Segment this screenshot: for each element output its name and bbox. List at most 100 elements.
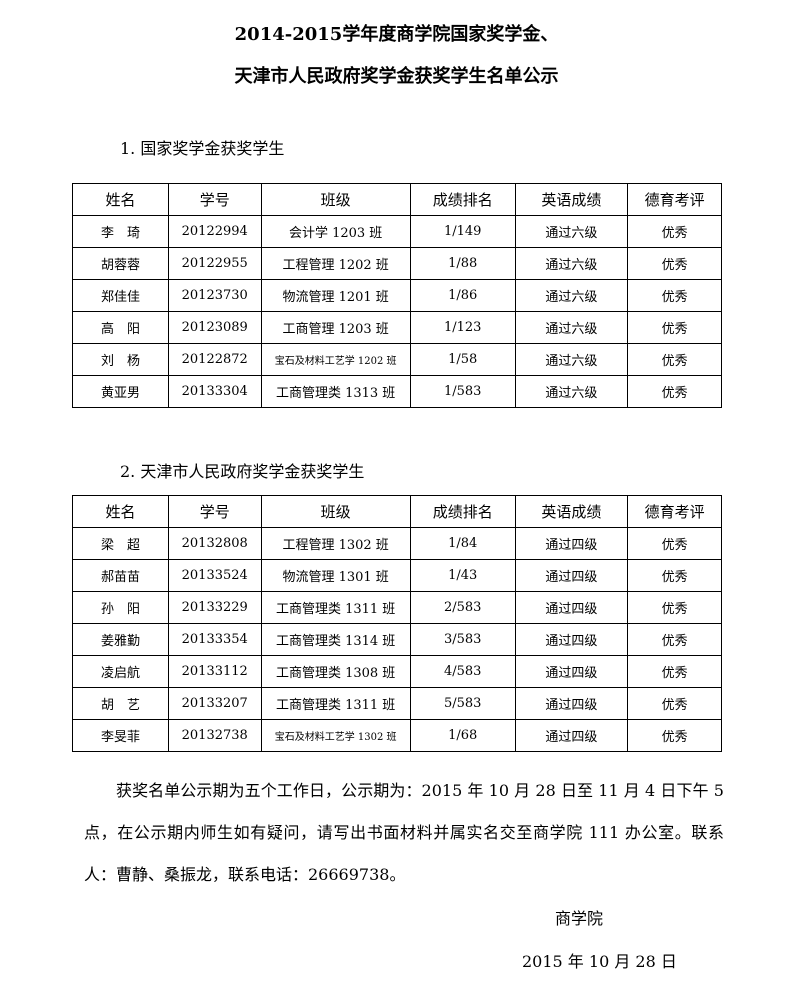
table-cell: 20122994 — [167, 215, 262, 248]
column-header: 班级 — [260, 495, 411, 528]
tianjin-scholarship-table: 姓名 学号 班级 成绩排名 英语成绩 德育考评梁 超 20132808 工程管理 1302 班… — [72, 495, 722, 752]
column-header: 德育考评 — [627, 495, 722, 528]
table-cell: 20132738 — [167, 719, 262, 752]
table-row: 李旻菲 20132738 宝石及材料工艺学 1302 班 1/68 通过四级 优秀 — [72, 719, 722, 752]
table-cell: 工商管理类 1308 班 — [260, 655, 411, 688]
table-cell: 1/583 — [409, 375, 516, 408]
table-cell: 郝苗苗 — [72, 559, 169, 592]
column-header: 英语成绩 — [514, 495, 629, 528]
column-header: 姓名 — [72, 495, 169, 528]
table-cell: 1/86 — [409, 279, 516, 312]
table-cell: 1/123 — [409, 311, 516, 344]
table-cell: 宝石及材料工艺学 1302 班 — [260, 719, 411, 752]
table-cell: 工商管理类 1311 班 — [260, 591, 411, 624]
table-cell: 通过四级 — [514, 559, 629, 592]
table-row: 郝苗苗 20133524 物流管理 1301 班 1/43 通过四级 优秀 — [72, 559, 722, 592]
column-header: 成绩排名 — [409, 183, 516, 216]
table-cell: 20133524 — [167, 559, 262, 592]
table-cell: 1/68 — [409, 719, 516, 752]
table-cell: 20133229 — [167, 591, 262, 624]
table-cell: 黄亚男 — [72, 375, 169, 408]
table-cell: 通过四级 — [514, 655, 629, 688]
table-cell: 优秀 — [627, 215, 722, 248]
table-cell: 通过四级 — [514, 623, 629, 656]
table-cell: 凌启航 — [72, 655, 169, 688]
header-row: 姓名 学号 班级 成绩排名 英语成绩 德育考评 — [72, 495, 722, 528]
table-cell: 通过六级 — [514, 311, 629, 344]
section2-heading: 2. 天津市人民政府奖学金获奖学生 — [120, 462, 365, 481]
table-cell: 20133304 — [167, 375, 262, 408]
table-cell: 1/84 — [409, 527, 516, 560]
table-row: 郑佳佳 20123730 物流管理 1201 班 1/86 通过六级 优秀 — [72, 279, 722, 312]
section1-heading: 1. 国家奖学金获奖学生 — [120, 139, 285, 158]
table-cell: 优秀 — [627, 279, 722, 312]
table-cell: 优秀 — [627, 375, 722, 408]
table-cell: 梁 超 — [72, 527, 169, 560]
table-cell: 郑佳佳 — [72, 279, 169, 312]
table-cell: 优秀 — [627, 527, 722, 560]
table-cell: 通过四级 — [514, 687, 629, 720]
table-cell: 通过六级 — [514, 279, 629, 312]
table-cell: 胡 艺 — [72, 687, 169, 720]
table-row: 凌启航 20133112 工商管理类 1308 班 4/583 通过四级 优秀 — [72, 655, 722, 688]
table-cell: 工商管理类 1313 班 — [260, 375, 411, 408]
table-cell: 20133112 — [167, 655, 262, 688]
column-header: 成绩排名 — [409, 495, 516, 528]
table-row: 梁 超 20132808 工程管理 1302 班 1/84 通过四级 优秀 — [72, 527, 722, 560]
table-cell: 优秀 — [627, 311, 722, 344]
table-cell: 通过六级 — [514, 247, 629, 280]
table-cell: 优秀 — [627, 343, 722, 376]
table-cell: 高 阳 — [72, 311, 169, 344]
table-row: 刘 杨 20122872 宝石及材料工艺学 1202 班 1/58 通过六级 优秀 — [72, 343, 722, 376]
table-cell: 1/88 — [409, 247, 516, 280]
table-cell: 工程管理 1202 班 — [260, 247, 411, 280]
table-cell: 4/583 — [409, 655, 516, 688]
table-row: 高 阳 20123089 工商管理 1203 班 1/123 通过六级 优秀 — [72, 311, 722, 344]
table-cell: 物流管理 1301 班 — [260, 559, 411, 592]
table-cell: 20122872 — [167, 343, 262, 376]
column-header: 学号 — [167, 495, 262, 528]
table-cell: 20133207 — [167, 687, 262, 720]
header-row: 姓名 学号 班级 成绩排名 英语成绩 德育考评 — [72, 183, 722, 216]
column-header: 姓名 — [72, 183, 169, 216]
table-row: 胡 艺 20133207 工商管理类 1311 班 5/583 通过四级 优秀 — [72, 687, 722, 720]
notice-paragraph: 获奖名单公示期为五个工作日，公示期为：2015 年 10 月 28 日至 11 … — [84, 781, 724, 884]
column-header: 学号 — [167, 183, 262, 216]
table-cell: 20123089 — [167, 311, 262, 344]
table-cell: 1/58 — [409, 343, 516, 376]
table-cell: 通过六级 — [514, 343, 629, 376]
date: 2015 年 10 月 28 日 — [522, 952, 677, 971]
table-row: 黄亚男 20133304 工商管理类 1313 班 1/583 通过六级 优秀 — [72, 375, 722, 408]
table-cell: 通过四级 — [514, 591, 629, 624]
table-cell: 优秀 — [627, 655, 722, 688]
table-cell: 工程管理 1302 班 — [260, 527, 411, 560]
column-header: 英语成绩 — [514, 183, 629, 216]
title-line-2: 天津市人民政府奖学金获奖学生名单公示 — [234, 66, 559, 87]
table-cell: 李旻菲 — [72, 719, 169, 752]
column-header: 班级 — [260, 183, 411, 216]
table-cell: 20122955 — [167, 247, 262, 280]
table-cell: 工商管理类 1311 班 — [260, 687, 411, 720]
table-cell: 2/583 — [409, 591, 516, 624]
table-cell: 优秀 — [627, 719, 722, 752]
table-cell: 通过六级 — [514, 215, 629, 248]
table-cell: 优秀 — [627, 247, 722, 280]
table-cell: 通过四级 — [514, 719, 629, 752]
table-cell: 姜雅勤 — [72, 623, 169, 656]
table-cell: 物流管理 1201 班 — [260, 279, 411, 312]
table-cell: 工商管理 1203 班 — [260, 311, 411, 344]
table-cell: 优秀 — [627, 591, 722, 624]
table-cell: 宝石及材料工艺学 1202 班 — [260, 343, 411, 376]
table-cell: 优秀 — [627, 559, 722, 592]
table-cell: 优秀 — [627, 687, 722, 720]
table-cell: 20132808 — [167, 527, 262, 560]
table-cell: 孙 阳 — [72, 591, 169, 624]
table-cell: 通过四级 — [514, 527, 629, 560]
table-cell: 刘 杨 — [72, 343, 169, 376]
column-header: 德育考评 — [627, 183, 722, 216]
table-row: 李 琦 20122994 会计学 1203 班 1/149 通过六级 优秀 — [72, 215, 722, 248]
table-cell: 5/583 — [409, 687, 516, 720]
table-row: 姜雅勤 20133354 工商管理类 1314 班 3/583 通过四级 优秀 — [72, 623, 722, 656]
